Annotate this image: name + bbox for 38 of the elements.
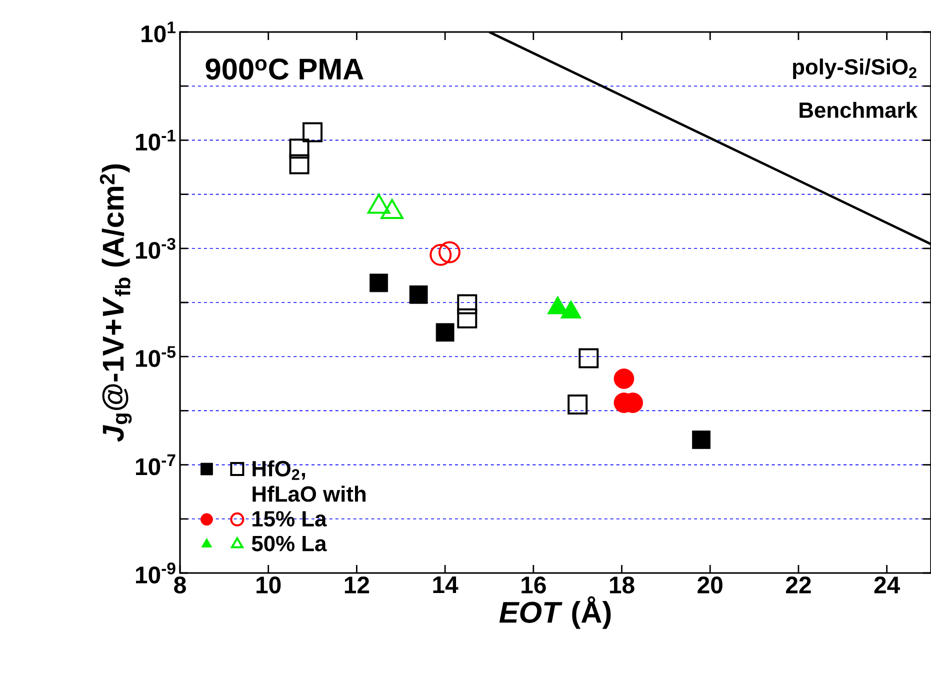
point	[370, 274, 388, 292]
point	[457, 308, 478, 328]
point	[438, 241, 460, 264]
point	[409, 285, 428, 304]
y-tick-label: 10$^{-3}$	[136, 238, 176, 259]
x-axis-title: EOT (Å)	[499, 596, 611, 629]
point	[568, 394, 588, 415]
y-tick-label: 10$^{-9}$	[136, 562, 176, 584]
y-tick-label: 10$^{1}$	[142, 22, 176, 42]
x-tick-label: 10	[256, 576, 281, 594]
x-tick-label: 12	[344, 576, 370, 594]
legend-label: 15% La	[252, 511, 327, 527]
point	[302, 122, 323, 142]
y-tick-label: 10$^{-1}$	[136, 130, 176, 151]
point	[692, 430, 710, 449]
x-tick-label: 18	[610, 576, 634, 594]
x-tick-label: 22	[786, 576, 811, 594]
annotation: 900$^{o}$C PMA	[206, 58, 364, 80]
legend-label: 50% La	[252, 536, 327, 552]
point	[289, 154, 310, 174]
x-tick-label: 16	[522, 576, 546, 594]
y-tick-label: 10$^{-5}$	[136, 346, 176, 367]
legend-label: HfO$_{2}$,	[252, 460, 306, 480]
point	[578, 348, 599, 368]
annotation: poly-Si/SiO$_{2}$	[793, 58, 916, 79]
legend-title: HfLaO with	[252, 486, 366, 502]
y-axis-title: J$_{g}$@-1V+V$_{fb}$ (A/cm$^{2}$)	[100, 164, 132, 442]
x-tick-label: 14	[433, 576, 458, 593]
annotation: Benchmark	[800, 102, 918, 118]
point	[436, 323, 454, 342]
point	[289, 138, 310, 159]
y-tick-label: 10$^{-7}$	[136, 454, 176, 476]
x-tick-label: 24	[874, 576, 900, 594]
x-tick-label: 20	[698, 576, 722, 594]
x-tick-label: 8	[174, 576, 186, 594]
point	[430, 244, 452, 266]
point	[457, 294, 478, 314]
point	[614, 368, 634, 389]
